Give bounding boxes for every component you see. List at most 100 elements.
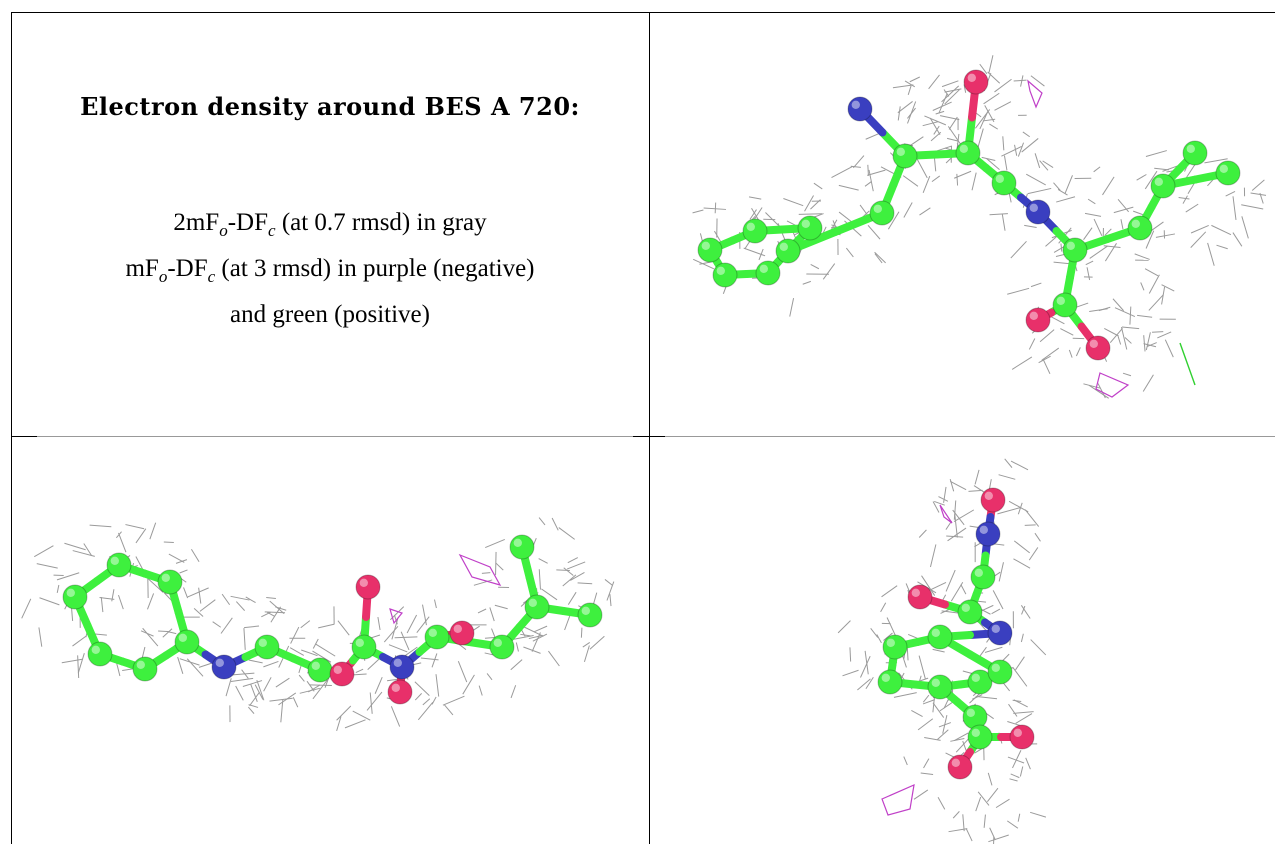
mesh-segment: [903, 202, 913, 218]
mesh-segment: [162, 628, 173, 638]
mesh-segment: [1010, 240, 1027, 259]
mesh-segment: [442, 695, 465, 706]
mesh-segment: [867, 224, 881, 240]
mesh-segment: [61, 658, 84, 664]
atom-highlight: [215, 658, 224, 667]
mesh-segment: [921, 575, 936, 596]
mesh-segment: [1020, 605, 1031, 619]
mesh-segment: [511, 635, 534, 641]
mesh-segment: [1030, 811, 1047, 818]
mesh-segment: [952, 811, 960, 819]
mesh-segment: [118, 594, 124, 610]
mesh-segment: [56, 584, 60, 593]
mesh-segment: [838, 184, 859, 191]
mesh-segment: [89, 524, 112, 528]
mesh-segment: [934, 500, 945, 506]
atom-sphere: [987, 620, 1013, 646]
mesh-segment: [494, 604, 508, 610]
mesh-segment: [135, 556, 144, 570]
mesh-segment: [290, 626, 300, 644]
mesh-segment: [1001, 145, 1022, 157]
mesh-segment: [1117, 336, 1122, 345]
mesh-segment: [1134, 253, 1150, 260]
mesh-segment: [337, 620, 350, 636]
atom-sphere: [387, 679, 413, 705]
mesh-segment: [577, 582, 593, 585]
mesh-segment: [991, 608, 1001, 615]
atom-sphere: [524, 594, 550, 620]
mesh-segment: [908, 136, 924, 147]
atom-sphere: [987, 659, 1013, 685]
atom-highlight: [886, 638, 895, 647]
mesh-segment: [1042, 358, 1051, 375]
atom-highlight: [110, 556, 120, 565]
mesh-segment: [230, 595, 250, 601]
mesh-segment: [254, 684, 264, 700]
mesh-segment: [21, 598, 32, 619]
mesh-segment: [903, 756, 908, 766]
mesh-segment: [417, 701, 434, 721]
mesh-segment: [38, 627, 43, 647]
mesh-segment: [1102, 176, 1115, 196]
mesh-segment: [1112, 298, 1125, 312]
mesh-segment: [551, 517, 559, 531]
mesh-segment: [562, 574, 577, 587]
mesh-segment: [897, 106, 901, 121]
mesh-segment: [937, 729, 949, 740]
atom-sphere: [1182, 140, 1208, 166]
mesh-segment: [765, 212, 780, 227]
mesh-segment: [789, 297, 795, 317]
mesh-segment: [842, 669, 859, 677]
mesh-segment: [922, 694, 930, 703]
mesh-segment: [1093, 218, 1103, 237]
mesh-segment: [264, 611, 286, 614]
atom-highlight: [931, 678, 940, 687]
mesh-segment: [355, 668, 364, 674]
atom-highlight: [851, 100, 860, 110]
mesh-segment: [1250, 192, 1267, 196]
atom-highlight: [1131, 219, 1140, 228]
mesh-segment: [583, 645, 590, 663]
mesh-segment: [221, 593, 231, 606]
mesh-segment: [1039, 329, 1055, 343]
mesh-segment: [1148, 294, 1164, 311]
atom-sphere: [697, 237, 723, 263]
mesh-segment: [1120, 219, 1124, 230]
mesh-segment: [954, 514, 958, 538]
mesh-segment: [1017, 142, 1025, 157]
mesh-segment: [1086, 267, 1091, 281]
mesh-segment: [1057, 189, 1068, 196]
mesh-segment: [944, 89, 960, 105]
atom-highlight: [984, 491, 993, 500]
mesh-segment: [1075, 347, 1081, 357]
atom-sphere: [957, 599, 983, 625]
mesh-segment: [163, 541, 174, 544]
mesh-segment: [168, 553, 185, 563]
mesh-segment: [391, 617, 399, 640]
atom-sphere: [742, 218, 768, 244]
mesh-segment: [928, 581, 947, 591]
mesh-segment: [975, 796, 982, 812]
mesh-segment: [1089, 245, 1108, 259]
mesh-segment: [837, 620, 851, 634]
mesh-segment: [995, 798, 1010, 809]
mesh-segment: [1024, 224, 1037, 228]
mesh-segment: [177, 656, 184, 674]
mesh-segment: [1204, 158, 1228, 164]
mesh-segment: [874, 253, 883, 264]
mesh-segment: [813, 182, 823, 190]
atom-highlight: [359, 578, 368, 587]
mesh-segment: [802, 280, 812, 285]
mesh-segment: [280, 699, 284, 723]
mesh-segment: [548, 650, 560, 667]
mesh-segment: [954, 732, 969, 742]
mesh-segment: [220, 617, 233, 634]
mesh-segment: [1022, 131, 1030, 138]
atom-highlight: [759, 264, 768, 273]
mesh-segment: [1010, 460, 1029, 471]
mesh-segment: [1056, 196, 1076, 203]
atom-highlight: [1186, 144, 1195, 153]
atom-sphere: [967, 724, 993, 750]
mesh-segment: [481, 572, 491, 574]
atom-highlight: [801, 219, 810, 228]
